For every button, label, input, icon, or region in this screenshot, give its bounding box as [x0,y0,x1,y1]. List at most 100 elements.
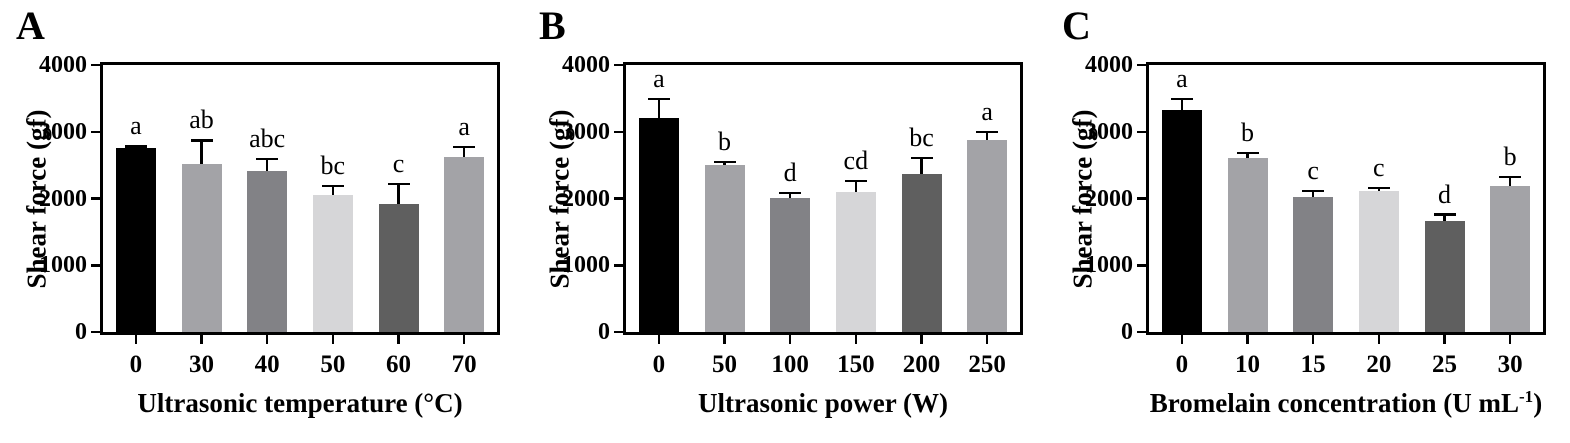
x-tick-mark [1311,335,1315,344]
x-tick-mark [788,335,792,344]
error-bar-stem [985,131,989,140]
plot-area: 0 1000 2000 3000 4000 a 0 ab 30 abc 40 bc 50 c 60 a 70 [39,53,500,377]
error-bar-stem [788,193,792,198]
x-tick-mark [265,335,269,344]
x-tick-mark [920,335,923,344]
error-bar-cap [453,145,476,149]
error-bar-cap [844,179,867,183]
x-category-label: 0 [652,351,666,378]
x-tick-mark [462,335,466,344]
y-tick-label: 3000 [1085,118,1133,145]
y-tick-mark [614,330,623,334]
x-tick-mark [723,335,726,344]
plot-area: 0 1000 2000 3000 4000 a 0 b 10 c 15 c 20 d 25 b 30 [1085,53,1546,377]
x-axis-title-text: Ultrasonic power (W) [698,388,948,418]
x-category-label: 50 [320,351,346,378]
error-bar-cap [1236,151,1259,155]
error-bar-stem [1443,214,1446,222]
bar [967,139,1008,332]
y-tick-label: 1000 [39,252,87,279]
significance-letter: b [1503,142,1517,172]
x-tick-mark [1508,335,1512,344]
x-tick-mark [1443,335,1446,344]
y-tick-mark [1137,264,1146,267]
error-bar-cap [387,182,410,186]
panel-letter: B [539,3,566,48]
error-bar-stem [397,183,400,204]
significance-letter: b [1241,118,1254,148]
plot-area: 0 1000 2000 3000 4000 a 0 b 50 d 100 cd 150 bc 200 a 250 [562,53,1023,377]
x-tick-mark [200,335,203,344]
x-tick-mark [657,335,661,344]
x-tick-mark [134,335,138,344]
error-bar-stem [723,161,726,166]
x-tick-mark [854,335,858,344]
panel-letter: C [1062,3,1091,48]
significance-letter: abc [249,124,286,154]
panel-letter: A [16,3,45,48]
y-tick-mark [614,130,623,133]
bar [181,163,222,332]
y-tick-label: 2000 [39,185,87,212]
significance-letter: d [783,158,797,188]
x-category-label: 0 [1175,351,1189,378]
y-tick-mark [1137,130,1146,133]
x-tick-mark [331,335,335,344]
x-axis-title: Ultrasonic temperature (°C) [100,387,500,419]
significance-letter: a [130,111,142,141]
x-category-label: 250 [968,351,1006,378]
y-tick-mark [91,130,100,133]
error-bar-stem [854,181,858,192]
y-tick-label: 1000 [1085,252,1133,279]
x-axis-title-text: ) [1533,388,1543,418]
bar [901,174,942,332]
y-tick-mark [614,264,623,267]
x-tick-mark [1246,335,1249,344]
error-bar-stem [1508,177,1512,186]
x-tick-mark [397,335,400,344]
y-tick-mark [614,197,623,200]
bar [1490,185,1531,332]
error-bar-stem [200,140,203,164]
bar [704,165,745,332]
x-tick-mark [1180,335,1184,344]
significance-letter: bc [909,122,934,152]
significance-letter: ab [189,105,214,135]
bar [770,197,811,332]
x-axis-title: Bromelain concentration (U mL-1) [1146,387,1546,419]
bar [378,203,419,332]
panel-b: B Shear force (gf) 0 1000 2000 3000 4000 a 0 b 50 d… [523,0,1046,443]
error-bar-cap [1367,186,1390,190]
bar [247,171,288,332]
error-bar-cap [124,145,147,148]
y-tick-label: 0 [598,319,610,345]
error-bar-cap [1433,213,1456,216]
y-tick-mark [1137,63,1146,67]
x-category-label: 70 [451,351,477,378]
error-bar-cap [910,156,933,160]
x-tick-mark [1377,335,1381,344]
panel-a: A Shear force (gf) 0 1000 2000 3000 4000 a 0 ab 30… [0,0,523,443]
significance-letter: b [718,126,731,156]
error-bar-stem [1377,187,1381,192]
bar [444,157,485,332]
significance-letter: c [1307,156,1319,186]
error-bar-stem [1246,153,1249,159]
x-category-label: 50 [712,351,737,378]
significance-letter: a [458,112,470,142]
error-bar-cap [1170,97,1193,101]
x-category-label: 100 [771,351,809,378]
error-bar-cap [190,139,213,142]
error-bar-cap [976,130,999,133]
x-category-label: 200 [902,351,941,378]
y-tick-label: 2000 [1085,185,1133,212]
x-tick-mark [985,335,989,344]
y-tick-mark [91,330,100,334]
significance-letter: d [1438,179,1451,209]
y-tick-label: 2000 [562,185,610,212]
x-category-label: 10 [1235,351,1260,378]
y-tick-label: 4000 [1085,52,1133,78]
error-bar-cap [1302,189,1325,193]
bar [312,194,353,332]
x-category-label: 30 [189,351,214,378]
